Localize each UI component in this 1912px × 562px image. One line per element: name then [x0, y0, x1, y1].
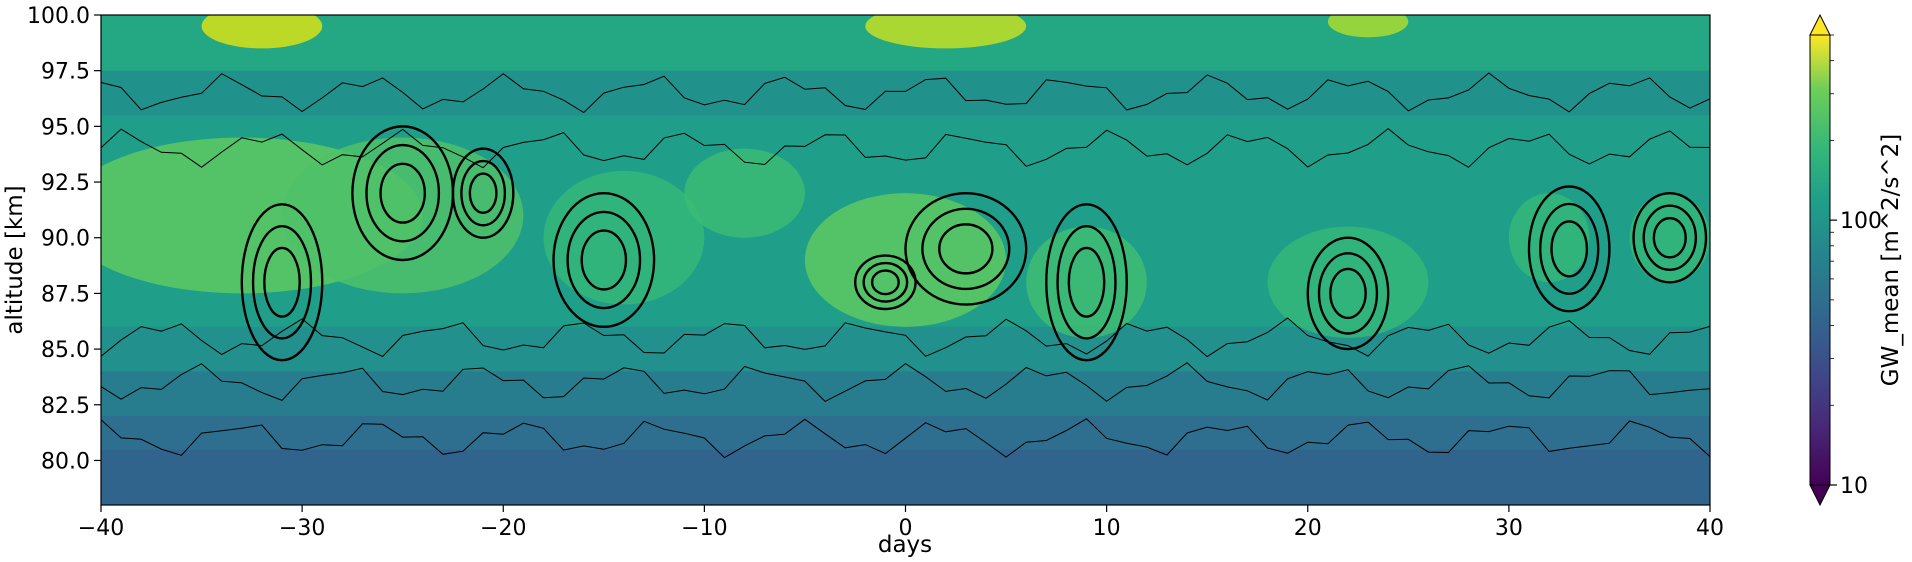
contour-line [101, 72, 1710, 114]
field-blob [1267, 226, 1429, 338]
contour-lines [101, 72, 1710, 459]
contour-line [101, 127, 1710, 169]
contour-line [1550, 220, 1589, 278]
x-axis: −40 −30 −20 −10 0 10 20 30 40 [78, 505, 1724, 541]
colorbar-tick-label: 10 [1840, 474, 1868, 499]
colorbar-tick-label: 100 [1840, 209, 1882, 234]
field-band [101, 449, 1710, 505]
x-tick-label: −20 [480, 516, 526, 541]
contour-line [263, 246, 301, 318]
contour-line [251, 224, 313, 340]
contour-line [904, 191, 1028, 306]
contour-line [240, 203, 324, 362]
x-tick-label: −30 [279, 516, 325, 541]
field-band [101, 70, 1710, 116]
field-band [101, 326, 1710, 372]
contour-line [854, 254, 917, 311]
contour-line [379, 162, 427, 224]
x-tick-label: 20 [1294, 516, 1322, 541]
y-tick-label: 85.0 [41, 338, 90, 363]
contour-line [552, 191, 656, 329]
y-axis: 80.0 82.5 85.0 87.5 90.0 92.5 95.0 97.5 100.0 [27, 4, 101, 474]
y-tick-label: 80.0 [41, 449, 90, 474]
y-tick-label: 82.5 [41, 394, 90, 419]
contour-line [101, 317, 1710, 358]
contour-line [1056, 224, 1117, 340]
field-blob [865, 15, 1027, 49]
contour-line [1045, 203, 1128, 362]
field-blob [201, 15, 323, 49]
contour-line [870, 269, 900, 296]
contour-line [862, 261, 909, 303]
y-tick-label: 100.0 [27, 4, 90, 29]
y-axis-label: altitude [km] [2, 185, 28, 334]
contour-line [1067, 246, 1106, 318]
x-tick-label: 10 [1093, 516, 1121, 541]
field-band [101, 371, 1710, 416]
contour-line [451, 147, 515, 239]
colorbar-extend-bottom [1809, 484, 1831, 507]
contour-line [580, 229, 628, 291]
contour-line [468, 172, 498, 214]
contour-line [1306, 236, 1390, 351]
contour-line [1539, 202, 1600, 295]
colorbar-extend-top [1809, 13, 1831, 36]
field-blob [1026, 226, 1147, 338]
colorbar-body [1809, 34, 1831, 486]
colorbar: 10 100 GW_mean [m^2/s^2] [1809, 13, 1904, 507]
y-tick-label: 92.5 [41, 171, 90, 196]
contour-line [460, 159, 507, 227]
x-axis-label: days [878, 532, 932, 558]
colorbar-ticks: 10 100 [1830, 34, 1882, 499]
x-tick-label: 30 [1495, 516, 1523, 541]
field-band [101, 415, 1710, 450]
field-blob [282, 137, 524, 294]
x-tick-label: −10 [681, 516, 727, 541]
contour-line [1642, 204, 1698, 272]
field-blob [684, 148, 805, 238]
y-tick-label: 97.5 [41, 60, 90, 85]
x-tick-label: 0 [899, 516, 913, 541]
x-tick-label: 40 [1696, 516, 1724, 541]
contour-line [1632, 191, 1708, 284]
contour-line [938, 223, 994, 275]
contour-line [1329, 267, 1367, 320]
y-tick-label: 90.0 [41, 227, 90, 252]
plot-area [101, 15, 1710, 505]
contour-line [921, 207, 1011, 291]
contour-line [365, 143, 441, 243]
contour-line [1527, 185, 1611, 313]
colorbar-label: GW_mean [m^2/s^2] [1878, 134, 1904, 387]
y-tick-label: 87.5 [41, 282, 90, 307]
contour-line [101, 418, 1710, 459]
contour-line [1317, 252, 1379, 335]
contour-line [1652, 216, 1687, 259]
x-tick-label: −40 [78, 516, 124, 541]
field-blob [1327, 15, 1409, 38]
contour-line [566, 210, 642, 310]
y-tick-label: 95.0 [41, 115, 90, 140]
field-blob [543, 170, 705, 305]
contour-line [101, 362, 1710, 403]
